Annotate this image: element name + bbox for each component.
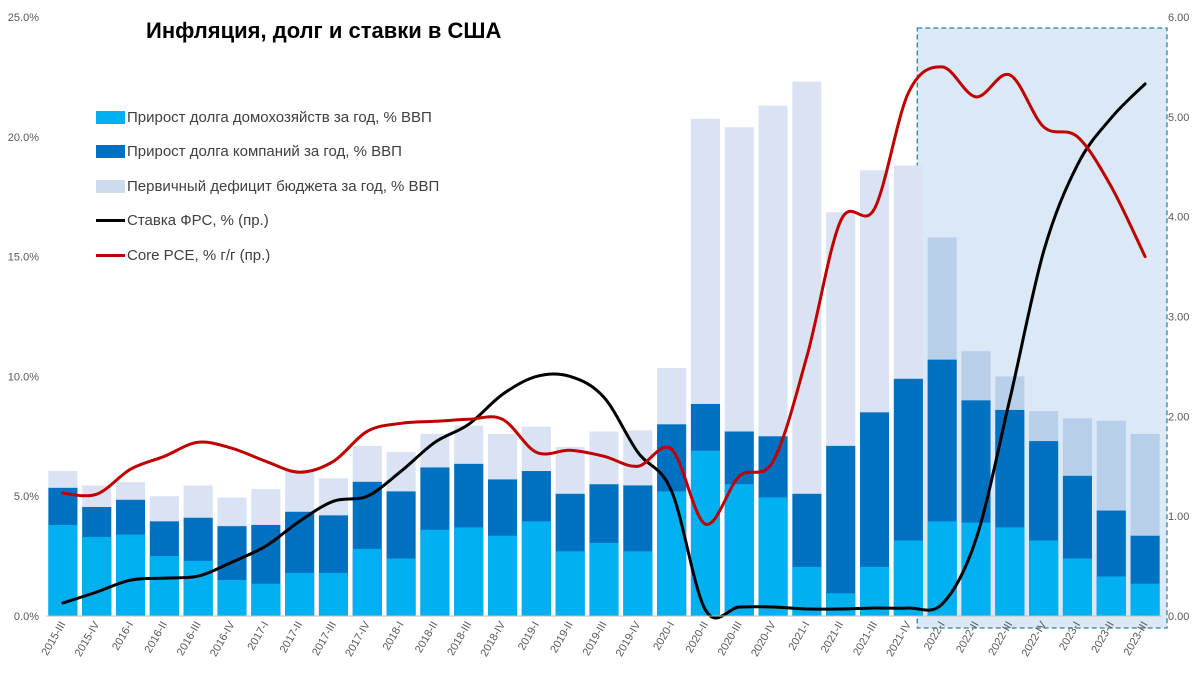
bar-household-debt xyxy=(1029,540,1059,616)
x-tick-label: 2021-II xyxy=(819,619,847,655)
bar-household-debt xyxy=(285,572,315,616)
bar-household-debt xyxy=(657,491,687,616)
x-tick-label: 2019-III xyxy=(581,620,610,658)
x-tick-label: 2020-I xyxy=(651,619,677,652)
bar-household-debt xyxy=(589,542,619,616)
bar-household-debt xyxy=(454,527,484,616)
y-left-tick-label: 25.0% xyxy=(8,12,39,24)
legend-swatch-household-debt xyxy=(96,110,125,124)
bar-household-debt xyxy=(183,560,213,616)
x-tick-label: 2021-III xyxy=(851,619,880,657)
bar-household-debt xyxy=(826,593,856,616)
x-tick-label: 2020-II xyxy=(684,620,712,656)
bar-household-debt xyxy=(623,551,653,616)
legend-label-household-debt: Прирост долга домохозяйств за год, % ВВП xyxy=(127,108,432,126)
y-left-tick-label: 20.0% xyxy=(8,132,39,144)
bar-household-debt xyxy=(488,535,518,616)
x-tick-label: 2020-III xyxy=(716,620,745,658)
y-right-tick-label: 0.00 xyxy=(1168,611,1189,623)
y-right-tick-label: 3.00 xyxy=(1168,312,1189,324)
bar-household-debt xyxy=(251,583,281,616)
x-tick-label: 2015-III xyxy=(39,619,68,657)
bar-household-debt xyxy=(82,536,112,616)
legend-item-budget-deficit: Первичный дефицит бюджета за год, % ВВП xyxy=(96,169,439,204)
x-tick-label: 2016-III xyxy=(175,620,204,658)
y-right-tick-label: 5.00 xyxy=(1168,112,1189,124)
bar-household-debt xyxy=(724,484,754,616)
bar-household-debt xyxy=(927,521,957,616)
x-tick-label: 2018-IV xyxy=(478,619,508,659)
x-tick-label: 2019-IV xyxy=(614,619,644,659)
bar-household-debt xyxy=(1130,583,1160,616)
bar-household-debt xyxy=(149,556,179,616)
legend-swatch-corporate-debt xyxy=(96,145,125,159)
bar-corporate-debt xyxy=(826,445,856,616)
y-left-tick-label: 15.0% xyxy=(8,252,39,264)
x-tick-label: 2016-I xyxy=(110,619,136,652)
bar-household-debt xyxy=(420,529,450,616)
bar-household-debt xyxy=(1096,576,1126,616)
x-tick-label: 2019-I xyxy=(516,620,542,653)
bar-household-debt xyxy=(318,572,348,616)
legend-item-household-debt: Прирост долга домохозяйств за год, % ВВП xyxy=(96,100,439,135)
y-left-tick-label: 5.0% xyxy=(14,491,39,503)
y-right-tick-label: 2.00 xyxy=(1168,411,1189,423)
legend-item-corporate-debt: Прирост долга компаний за год, % ВВП xyxy=(96,135,439,170)
x-tick-label: 2017-IV xyxy=(343,619,373,659)
x-tick-label: 2016-II xyxy=(142,620,170,656)
x-tick-label: 2018-III xyxy=(445,619,474,657)
x-tick-label: 2016-IV xyxy=(208,619,238,659)
x-tick-label: 2021-IV xyxy=(884,619,914,659)
bar-household-debt xyxy=(690,450,720,616)
y-left-tick-label: 10.0% xyxy=(8,371,39,383)
x-tick-label: 2017-I xyxy=(245,619,271,652)
bar-household-debt xyxy=(893,540,923,616)
line-fed-rate xyxy=(61,82,1147,620)
legend-label-fed-rate: Ставка ФРС, % (пр.) xyxy=(127,212,269,230)
legend: Прирост долга домохозяйств за год, % ВВП… xyxy=(96,100,439,273)
bar-household-debt xyxy=(386,558,416,616)
y-right-tick-label: 6.00 xyxy=(1168,12,1189,24)
x-tick-label: 2018-I xyxy=(381,620,407,653)
bar-household-debt xyxy=(217,580,247,616)
x-tick-label: 2015-IV xyxy=(73,619,103,659)
legend-label-corporate-debt: Прирост долга компаний за год, % ВВП xyxy=(127,143,402,161)
bar-household-debt xyxy=(758,497,788,616)
legend-label-budget-deficit: Первичный дефицит бюджета за год, % ВВП xyxy=(127,177,440,195)
legend-item-core-pce: Core PCE, % г/г (пр.) xyxy=(96,238,439,273)
x-tick-label: 2020-IV xyxy=(749,619,779,659)
legend-label-core-pce: Core PCE, % г/г (пр.) xyxy=(127,246,271,264)
y-left-tick-label: 0.0% xyxy=(14,611,39,623)
y-right-tick-label: 1.00 xyxy=(1168,511,1189,523)
bar-household-debt xyxy=(995,527,1025,616)
x-tick-label: 2019-II xyxy=(548,620,576,656)
x-tick-label: 2017-III xyxy=(310,620,339,658)
chart-title: Инфляция, долг и ставки в США xyxy=(146,18,502,43)
legend-swatch-budget-deficit xyxy=(96,179,125,193)
legend-item-fed-rate: Ставка ФРС, % (пр.) xyxy=(96,204,439,239)
legend-swatch-fed-rate xyxy=(96,219,125,223)
bar-household-debt xyxy=(555,551,585,616)
x-tick-label: 2018-II xyxy=(413,619,441,655)
x-tick-label: 2017-II xyxy=(278,619,306,655)
x-tick-label: 2021-I xyxy=(787,619,813,652)
bar-household-debt xyxy=(1062,558,1092,616)
bar-household-debt xyxy=(116,534,146,616)
line-core-pce xyxy=(61,65,1147,526)
y-right-tick-label: 4.00 xyxy=(1168,212,1189,224)
bar-household-debt xyxy=(352,548,382,616)
bar-household-debt xyxy=(521,521,551,616)
legend-swatch-core-pce xyxy=(96,253,125,257)
